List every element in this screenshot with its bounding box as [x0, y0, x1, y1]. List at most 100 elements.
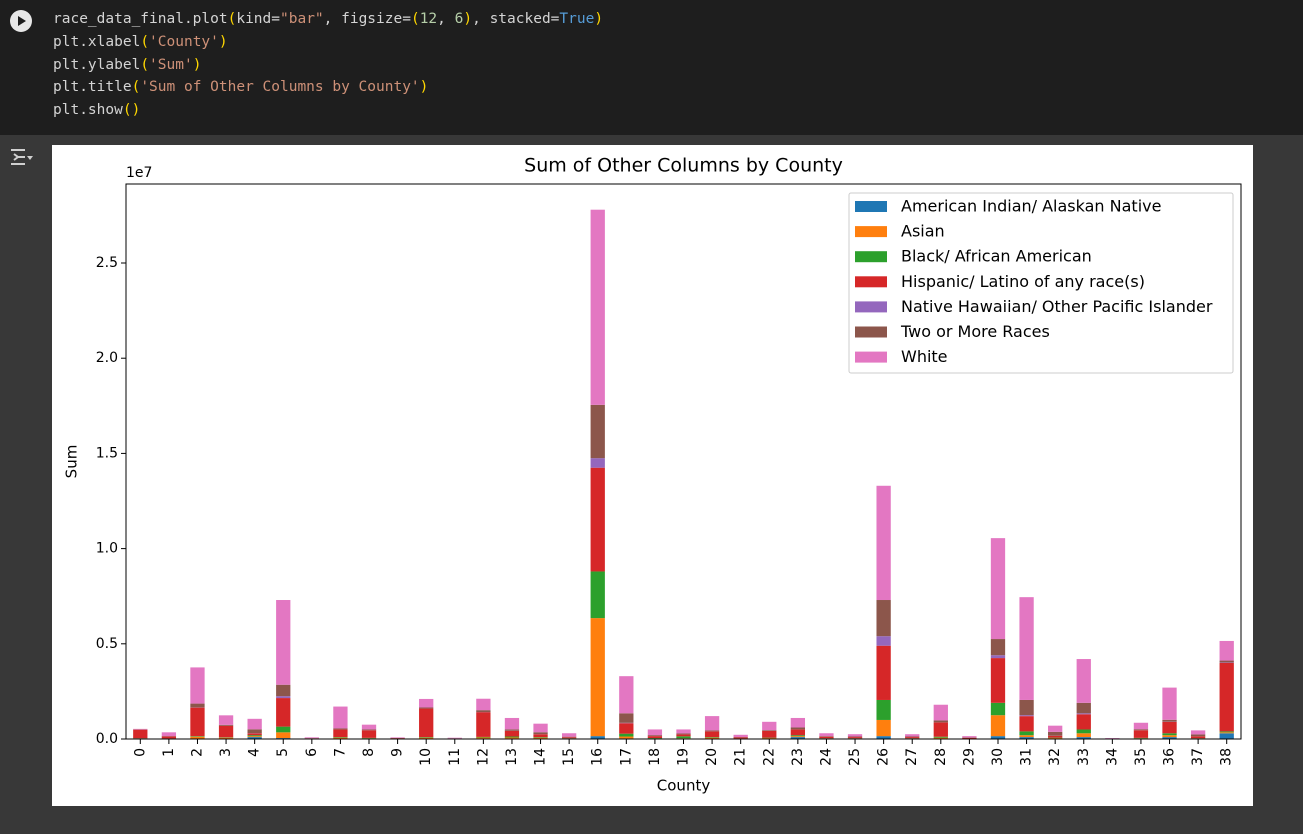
bar-segment — [419, 737, 434, 739]
x-tick-label: 19 — [676, 748, 692, 766]
legend-label: Two or More Races — [900, 322, 1050, 341]
run-button[interactable] — [9, 9, 33, 33]
bar-segment — [276, 732, 291, 739]
x-tick-label: 24 — [818, 748, 834, 766]
x-tick-label: 1 — [161, 748, 177, 757]
bar-segment — [218, 715, 234, 725]
legend-swatch — [855, 251, 887, 263]
y-tick-label: 2.0 — [96, 350, 118, 366]
x-tick-label: 6 — [304, 748, 320, 757]
x-tick-label: 32 — [1047, 748, 1063, 766]
bar-segment — [590, 458, 605, 468]
bar-segment — [247, 729, 262, 734]
bar-segment — [218, 737, 234, 739]
bar-segment — [361, 724, 377, 730]
bar-segment — [590, 404, 605, 459]
bar-segment — [419, 737, 434, 738]
bar-segment — [390, 738, 405, 739]
bar-segment — [990, 538, 1006, 640]
legend-label: Native Hawaiian/ Other Pacific Islander — [901, 297, 1213, 316]
bar-segment — [1133, 722, 1149, 730]
legend-swatch — [855, 301, 887, 313]
bar-segment — [876, 719, 891, 737]
x-tick-label: 33 — [1076, 748, 1092, 766]
bar-segment — [1019, 716, 1034, 732]
bar-segment — [304, 737, 319, 739]
bar-segment — [161, 736, 177, 739]
bar-segment — [1219, 732, 1234, 734]
bar-segment — [1048, 735, 1063, 738]
bar-segment — [1019, 735, 1034, 738]
bar-segment — [447, 737, 462, 739]
bar-segment — [1019, 731, 1034, 736]
bar-segment — [1019, 597, 1034, 700]
bar-segment — [1076, 713, 1091, 715]
x-tick-label: 26 — [876, 748, 892, 766]
bar-segment — [504, 730, 520, 737]
bar-segment — [1190, 730, 1206, 735]
axes-frame — [125, 183, 1242, 740]
x-tick-label: 34 — [1104, 748, 1120, 766]
bar-segment — [190, 703, 205, 708]
bar-segment — [190, 736, 205, 739]
bar-segment — [647, 735, 663, 737]
bar-segment — [590, 209, 605, 405]
bar-segment — [361, 729, 377, 731]
bar-segment — [704, 716, 720, 731]
bar-segment — [1190, 734, 1206, 737]
bar-segment — [476, 710, 491, 713]
bar-segment — [819, 733, 834, 737]
bar-segment — [247, 733, 262, 736]
bar-segment — [590, 571, 605, 619]
output-toggle[interactable] — [9, 146, 35, 168]
x-tick-label: 3 — [218, 748, 234, 757]
y-tick-label: 1.5 — [96, 445, 118, 461]
x-tick-label: 17 — [618, 748, 634, 766]
bar-segment — [847, 737, 863, 739]
bar-segment — [933, 736, 948, 738]
bar-segment — [905, 736, 920, 738]
x-tick-label: 28 — [933, 748, 949, 766]
bar-segment — [1019, 699, 1034, 716]
code-line: plt.title('Sum of Other Columns by Count… — [53, 79, 429, 96]
bar-segment — [161, 732, 177, 737]
bar-segment — [190, 707, 205, 737]
bar-segment — [476, 712, 491, 737]
x-tick-label: 15 — [561, 748, 577, 766]
bar-segment — [361, 730, 377, 738]
bar-segment — [276, 684, 291, 697]
bar-segment — [504, 737, 520, 739]
bar-segment — [1219, 640, 1234, 661]
code-line: plt.show() — [53, 102, 141, 119]
bar-segment — [905, 734, 920, 737]
bar-segment — [419, 698, 434, 708]
bar-segment — [847, 734, 863, 737]
bar-segment — [190, 736, 205, 737]
bar-segment — [333, 728, 348, 730]
bar-segment — [1048, 738, 1063, 739]
bar-segment — [1076, 702, 1091, 714]
bar-segment — [1048, 731, 1063, 736]
legend-label: White — [901, 347, 948, 366]
bar-segment — [733, 737, 748, 739]
x-tick-label: 27 — [904, 748, 920, 766]
chart: Sum of Other Columns by County 1e7 County S… — [52, 145, 1253, 806]
legend-swatch — [855, 201, 887, 212]
y-axis-label: Sum — [63, 445, 81, 479]
bar-segment — [333, 706, 348, 729]
bar-segment — [704, 731, 720, 738]
offset-text: 1e7 — [126, 165, 152, 181]
x-tick-label: 2 — [189, 748, 205, 757]
x-tick-label: 20 — [704, 748, 720, 766]
bar-segment — [1219, 731, 1234, 733]
bar-segment — [1133, 729, 1149, 731]
x-tick-label: 29 — [961, 748, 977, 766]
x-tick-label: 13 — [504, 748, 520, 766]
bar-segment — [1162, 687, 1177, 720]
y-tick-label: 0.0 — [96, 731, 118, 747]
bar-segment — [504, 729, 520, 731]
chart-title: Sum of Other Columns by County — [524, 155, 843, 177]
bar-segment — [1048, 725, 1063, 732]
bar-segment — [390, 737, 405, 738]
